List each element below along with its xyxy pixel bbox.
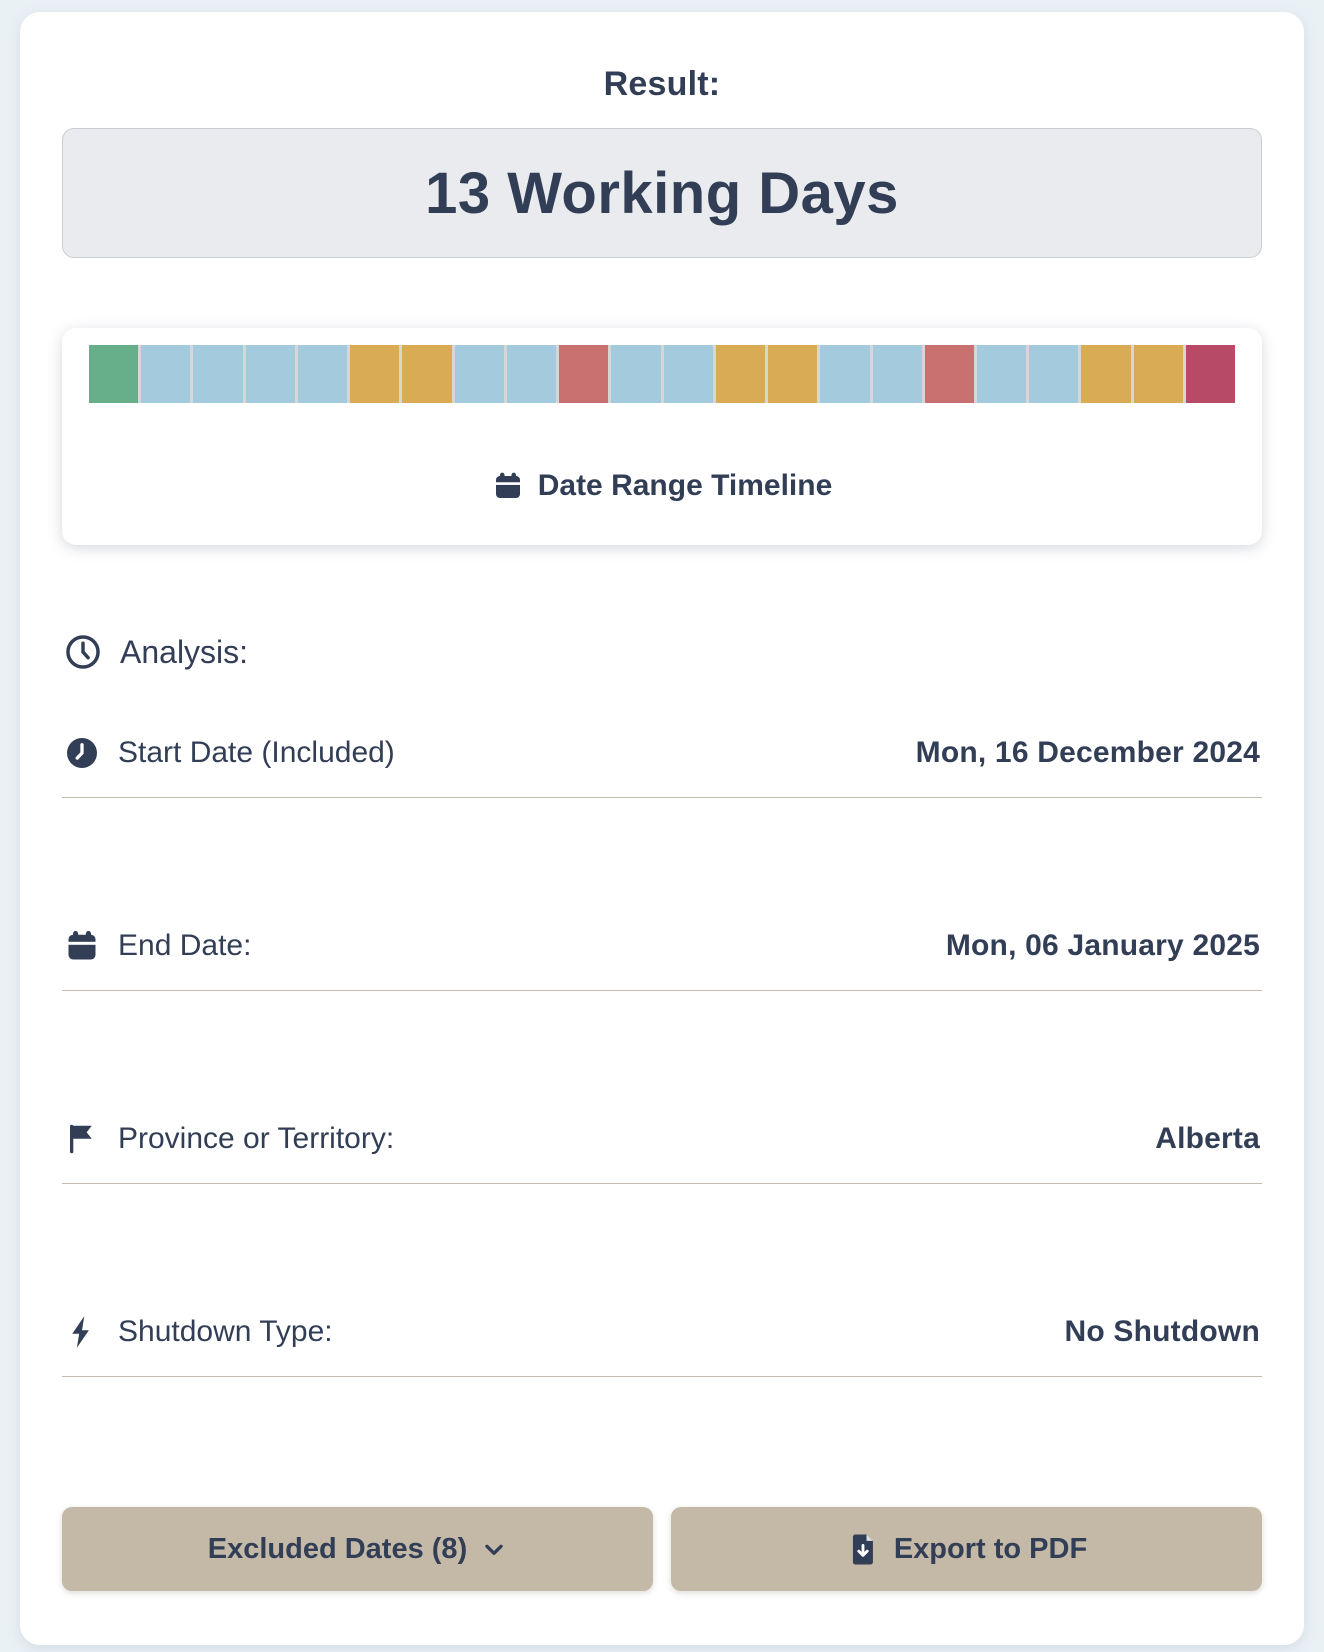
timeline-day-working [976,345,1027,403]
timeline-day-working [454,345,504,403]
timeline-day-working [872,345,922,403]
timeline-day-working [611,345,661,403]
timeline-day-weekend [768,345,818,403]
result-value: 13 Working Days [425,160,899,226]
timeline-day-end [1185,345,1236,403]
row-shutdown: Shutdown Type: No Shutdown [62,1314,1262,1377]
timeline-day-working [193,345,243,403]
clock-icon [64,633,102,671]
result-box: 13 Working Days [62,128,1262,258]
excluded-dates-label: Excluded Dates (8) [207,1532,468,1565]
export-pdf-button[interactable]: Export to PDF [671,1507,1262,1591]
analysis-heading-label: Analysis: [120,633,249,670]
chevron-down-icon [481,1536,507,1562]
row-value: Mon, 06 January 2025 [945,929,1260,962]
timeline-day-holiday [559,345,609,403]
row-province: Province or Territory: Alberta [62,1121,1262,1184]
row-label: Start Date (Included) [118,736,395,769]
timeline-day-weekend [350,345,400,403]
timeline-day-weekend [715,345,766,403]
timeline-day-start [89,345,139,403]
timeline-squares [89,345,1236,403]
timeline-day-working [820,345,870,403]
row-value: Alberta [1155,1122,1260,1155]
timeline-day-working [506,345,557,403]
flag-icon [64,1121,100,1157]
actions-bar: Excluded Dates (8) Export to PDF [62,1507,1262,1591]
timeline-day-working [663,345,713,403]
timeline-day-working [297,345,348,403]
timeline-card: Date Range Timeline [62,328,1262,545]
analysis-rows: Start Date (Included) Mon, 16 December 2… [62,735,1262,1377]
excluded-dates-button[interactable]: Excluded Dates (8) [62,1507,653,1591]
row-label: Shutdown Type: [118,1315,333,1348]
clock-filled-icon [64,735,100,771]
timeline-day-weekend [1081,345,1131,403]
timeline-day-holiday [924,345,974,403]
row-label: End Date: [118,929,252,962]
row-value: No Shutdown [1064,1315,1260,1348]
row-label: Province or Territory: [118,1122,395,1155]
result-card: Result: 13 Working Days Date Range Timel… [20,12,1304,1645]
calendar-icon [492,470,524,502]
bolt-icon [64,1314,100,1350]
result-heading: Result: [603,65,721,103]
file-download-icon [846,1532,880,1566]
row-start-date: Start Date (Included) Mon, 16 December 2… [62,735,1262,798]
timeline-caption: Date Range Timeline [89,469,1235,503]
timeline-day-working [245,345,295,403]
row-end-date: End Date: Mon, 06 January 2025 [62,928,1262,991]
timeline-day-weekend [1133,345,1183,403]
calendar-icon [64,928,100,964]
timeline-day-working [141,345,191,403]
timeline-day-working [1029,345,1079,403]
analysis-heading: Analysis: [62,633,1262,671]
timeline-day-weekend [402,345,452,403]
row-value: Mon, 16 December 2024 [915,736,1260,769]
export-pdf-label: Export to PDF [893,1532,1088,1565]
timeline-caption-label: Date Range Timeline [537,469,833,502]
